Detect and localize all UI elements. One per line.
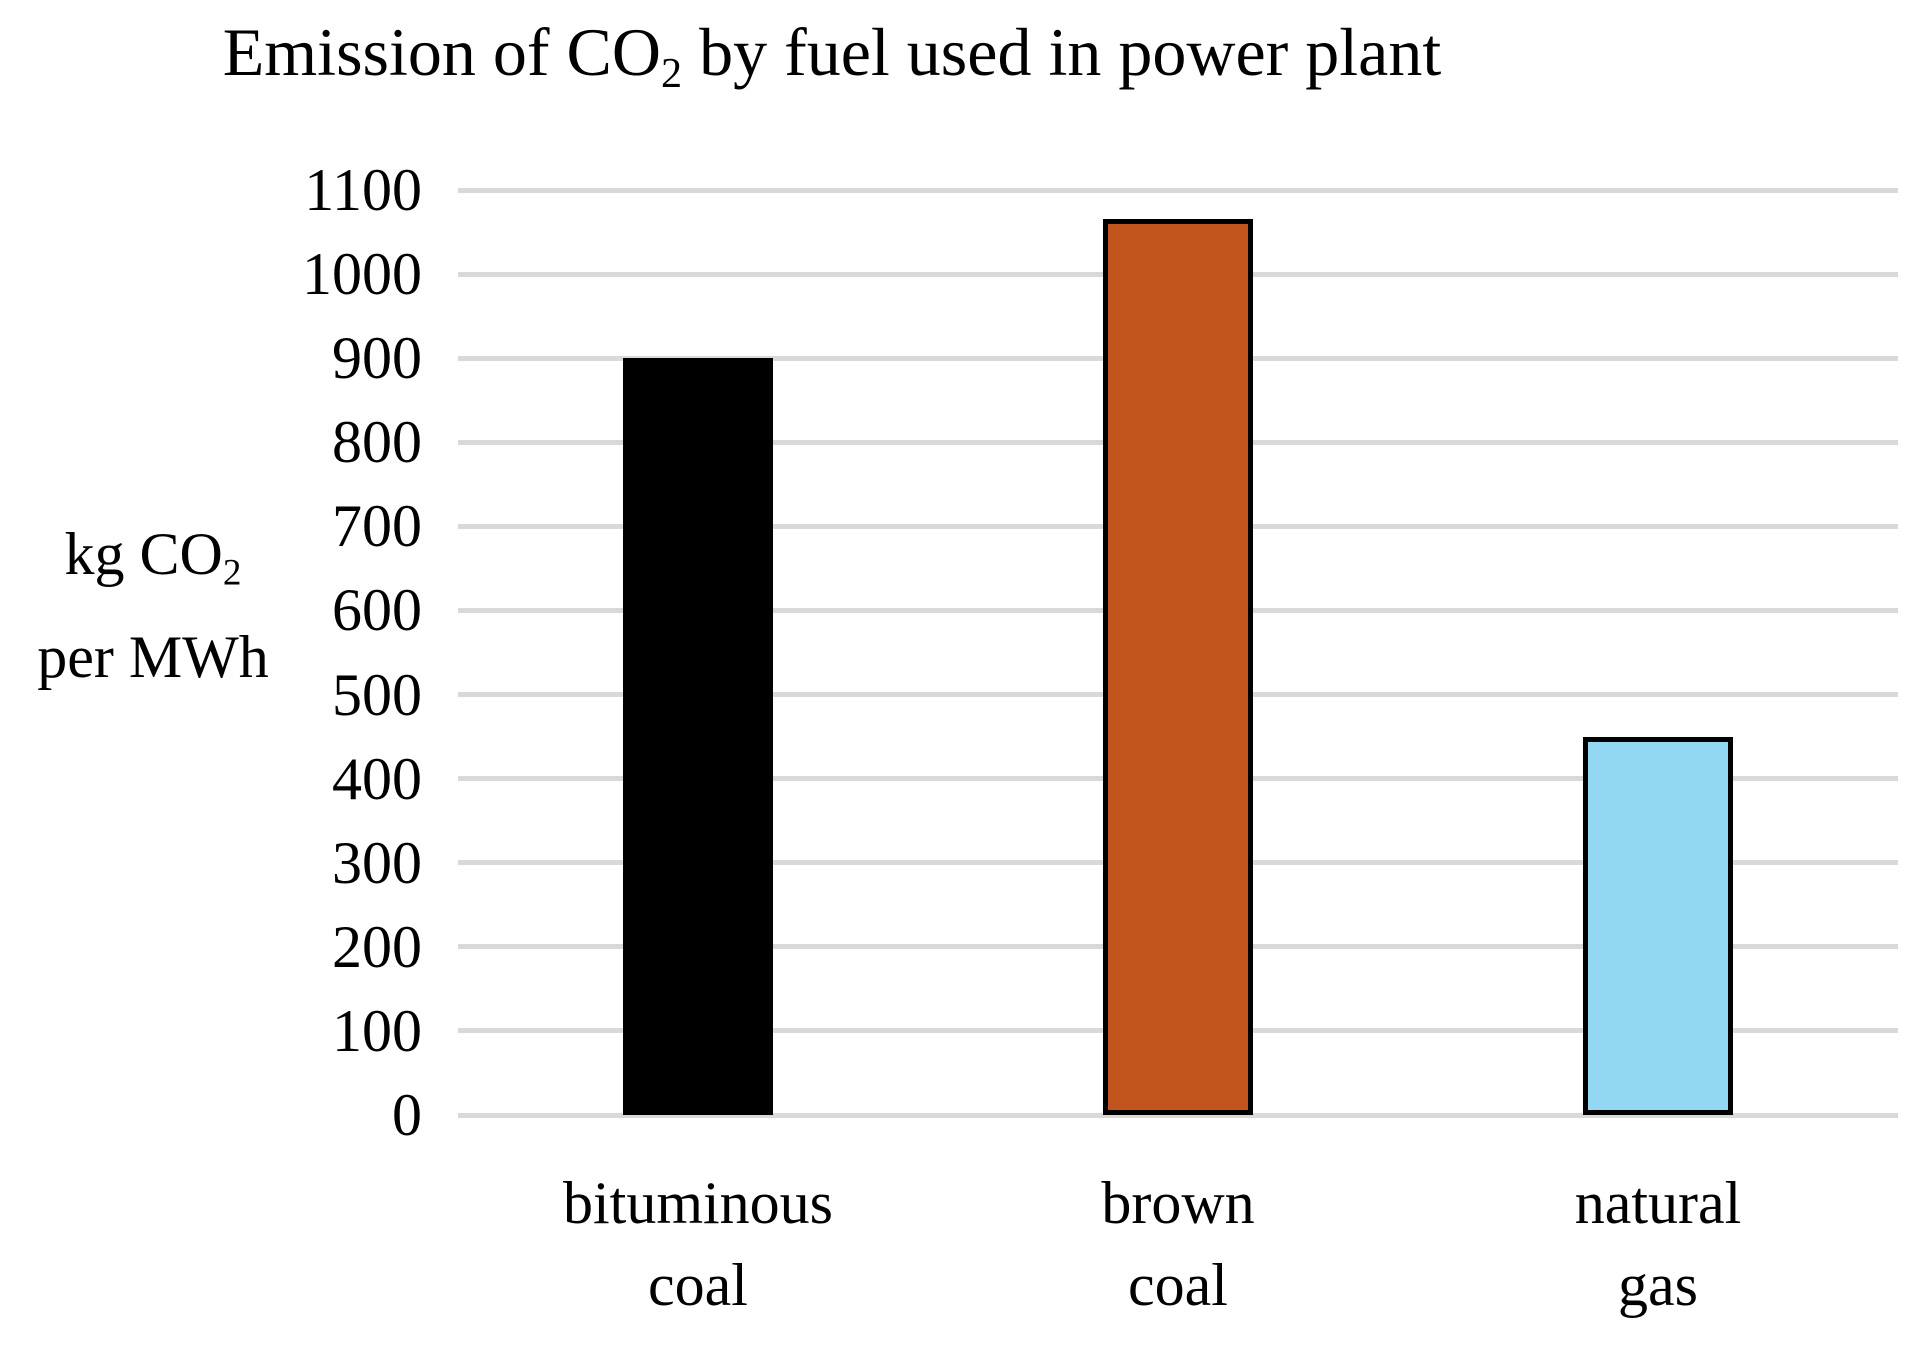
chart-title-text: Emission of CO (222, 14, 661, 90)
gridline-0 (458, 1112, 1898, 1118)
y-tick-label-1000: 1000 (302, 241, 422, 308)
x-category-label-line: coal (1128, 1252, 1228, 1318)
y-tick-label-900: 900 (332, 325, 422, 392)
gridline-1100 (458, 187, 1898, 193)
chart-title-text-2: by fuel used in power plant (682, 14, 1442, 90)
bar-natural-gas (1583, 736, 1733, 1115)
chart-title-subscript: 2 (661, 49, 683, 97)
y-tick-label-200: 200 (332, 913, 422, 980)
x-category-label-line: natural (1574, 1170, 1742, 1236)
y-axis-title: kg CO2 per MWh (0, 512, 306, 699)
y-tick-label-1100: 1100 (304, 157, 422, 223)
x-category-label-bituminous-coal: bituminous coal (458, 1162, 938, 1326)
y-axis-title-line1: kg CO2 (64, 521, 242, 594)
bar-bituminous-coal (623, 358, 773, 1115)
x-category-label-line: coal (648, 1252, 748, 1318)
y-axis-title-subscript: 2 (222, 552, 242, 594)
x-category-label-line: bituminous (562, 1170, 834, 1236)
x-category-label-line: gas (1618, 1252, 1698, 1318)
y-axis-title-line2: per MWh (37, 624, 269, 691)
y-tick-label-700: 700 (332, 493, 422, 560)
y-tick-label-300: 300 (332, 829, 422, 896)
bar-brown-coal (1103, 219, 1253, 1115)
x-category-label-line: brown (1101, 1170, 1255, 1236)
y-tick-label-600: 600 (332, 577, 422, 644)
y-tick-label-800: 800 (332, 409, 422, 476)
x-category-label-brown-coal: brown coal (938, 1162, 1418, 1326)
chart-title: Emission of CO2 by fuel used in power pl… (0, 10, 1664, 100)
x-category-label-natural-gas: natural gas (1418, 1162, 1898, 1326)
y-tick-label-500: 500 (332, 661, 422, 728)
y-tick-label-400: 400 (332, 745, 422, 812)
y-tick-label-100: 100 (332, 997, 422, 1064)
y-tick-label-0: 0 (392, 1082, 422, 1148)
